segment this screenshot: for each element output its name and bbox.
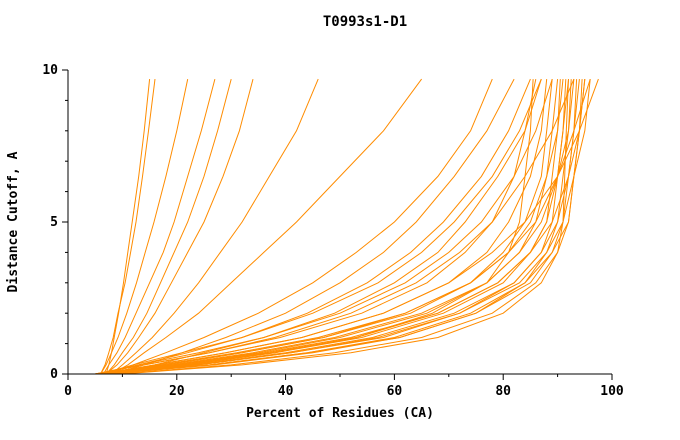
- model-curves: [95, 78, 599, 375]
- x-tick-label: 80: [495, 384, 511, 399]
- y-tick-label: 5: [50, 215, 58, 230]
- x-tick-label: 100: [600, 384, 624, 399]
- model-curve: [102, 78, 216, 375]
- model-curve: [105, 79, 151, 375]
- model-curve: [95, 78, 575, 375]
- model-curve: [111, 78, 423, 375]
- model-curve: [100, 78, 531, 375]
- model-curve: [111, 78, 319, 375]
- model-curve: [106, 79, 586, 375]
- x-tick-label: 40: [278, 384, 294, 399]
- model-curve: [111, 79, 578, 375]
- x-tick-label: 0: [64, 384, 72, 399]
- model-curve: [111, 79, 567, 375]
- x-axis-label: Percent of Residues (CA): [246, 406, 434, 421]
- y-tick-label: 10: [42, 63, 58, 78]
- model-curve: [95, 78, 553, 375]
- model-curve: [100, 79, 548, 375]
- model-curve: [100, 79, 569, 375]
- y-axis-label: Distance Cutoff, A: [6, 151, 21, 292]
- y-tick-label: 0: [50, 367, 58, 382]
- model-curve: [95, 79, 586, 375]
- model-curve: [100, 79, 534, 375]
- model-curve: [95, 78, 591, 375]
- x-tick-label: 20: [169, 384, 185, 399]
- model-curve: [100, 79, 156, 375]
- x-tick-label: 60: [387, 384, 403, 399]
- model-curve: [95, 79, 553, 375]
- model-curve: [105, 78, 254, 375]
- model-curve: [106, 79, 561, 375]
- model-curve: [95, 78, 537, 375]
- model-curve: [100, 78, 599, 375]
- model-curve: [105, 78, 232, 375]
- axes: 0 20 40 60 80 100 0 5 10: [42, 63, 624, 399]
- model-curve: [100, 79, 580, 375]
- model-curve: [105, 78, 493, 375]
- model-curve: [100, 79, 591, 375]
- model-curve: [100, 78, 542, 375]
- model-curve: [95, 79, 575, 375]
- chart-title: T0993s1-D1: [323, 14, 407, 30]
- model-curve: [100, 78, 189, 375]
- model-curve: [111, 78, 515, 375]
